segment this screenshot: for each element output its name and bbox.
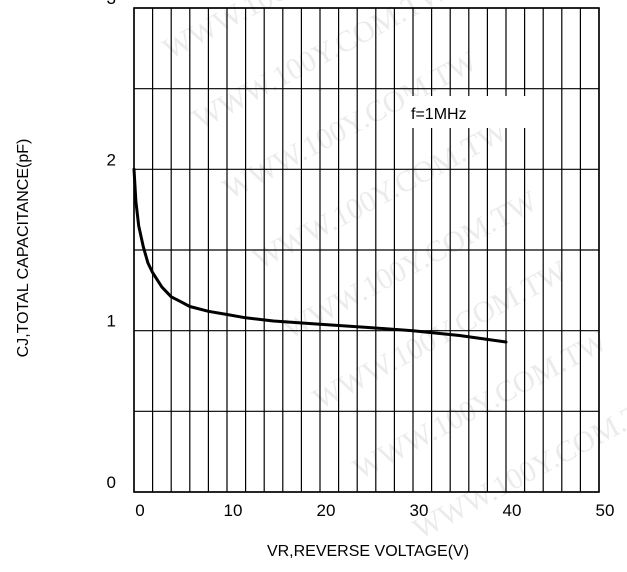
x-tick-label: 0 <box>135 501 144 520</box>
annotation-background <box>404 96 536 128</box>
x-tick-label: 10 <box>224 501 243 520</box>
y-tick-label: 2 <box>107 150 116 169</box>
tick-label-layer: 0 10 20 30 40 50 0 1 2 3 <box>107 0 615 520</box>
annotation-layer: f=1MHz <box>404 96 536 128</box>
watermark-layer: WWW.100Y.COM.TWWWW.100Y.COM.TWWWW.100Y.C… <box>158 0 627 546</box>
y-tick-label: 3 <box>107 0 116 8</box>
x-axis-title: VR,REVERSE VOLTAGE(V) <box>267 543 469 560</box>
watermark-text: WWW.100Y.COM.TW <box>248 114 514 276</box>
x-tick-label: 50 <box>596 501 615 520</box>
grid-layer <box>133 7 600 493</box>
plot-border <box>133 7 600 493</box>
watermark-text: WWW.100Y.COM.TW <box>278 184 544 346</box>
y-tick-label: 0 <box>107 473 116 492</box>
frequency-annotation: f=1MHz <box>411 106 467 123</box>
y-axis-title: CJ,TOTAL CAPACITANCE(pF) <box>15 139 32 358</box>
x-tick-label: 30 <box>410 501 429 520</box>
x-tick-label: 40 <box>503 501 522 520</box>
capacitance-curve <box>132 167 508 344</box>
x-tick-label: 20 <box>317 501 336 520</box>
y-tick-label: 1 <box>107 312 116 331</box>
series-layer <box>132 167 508 344</box>
